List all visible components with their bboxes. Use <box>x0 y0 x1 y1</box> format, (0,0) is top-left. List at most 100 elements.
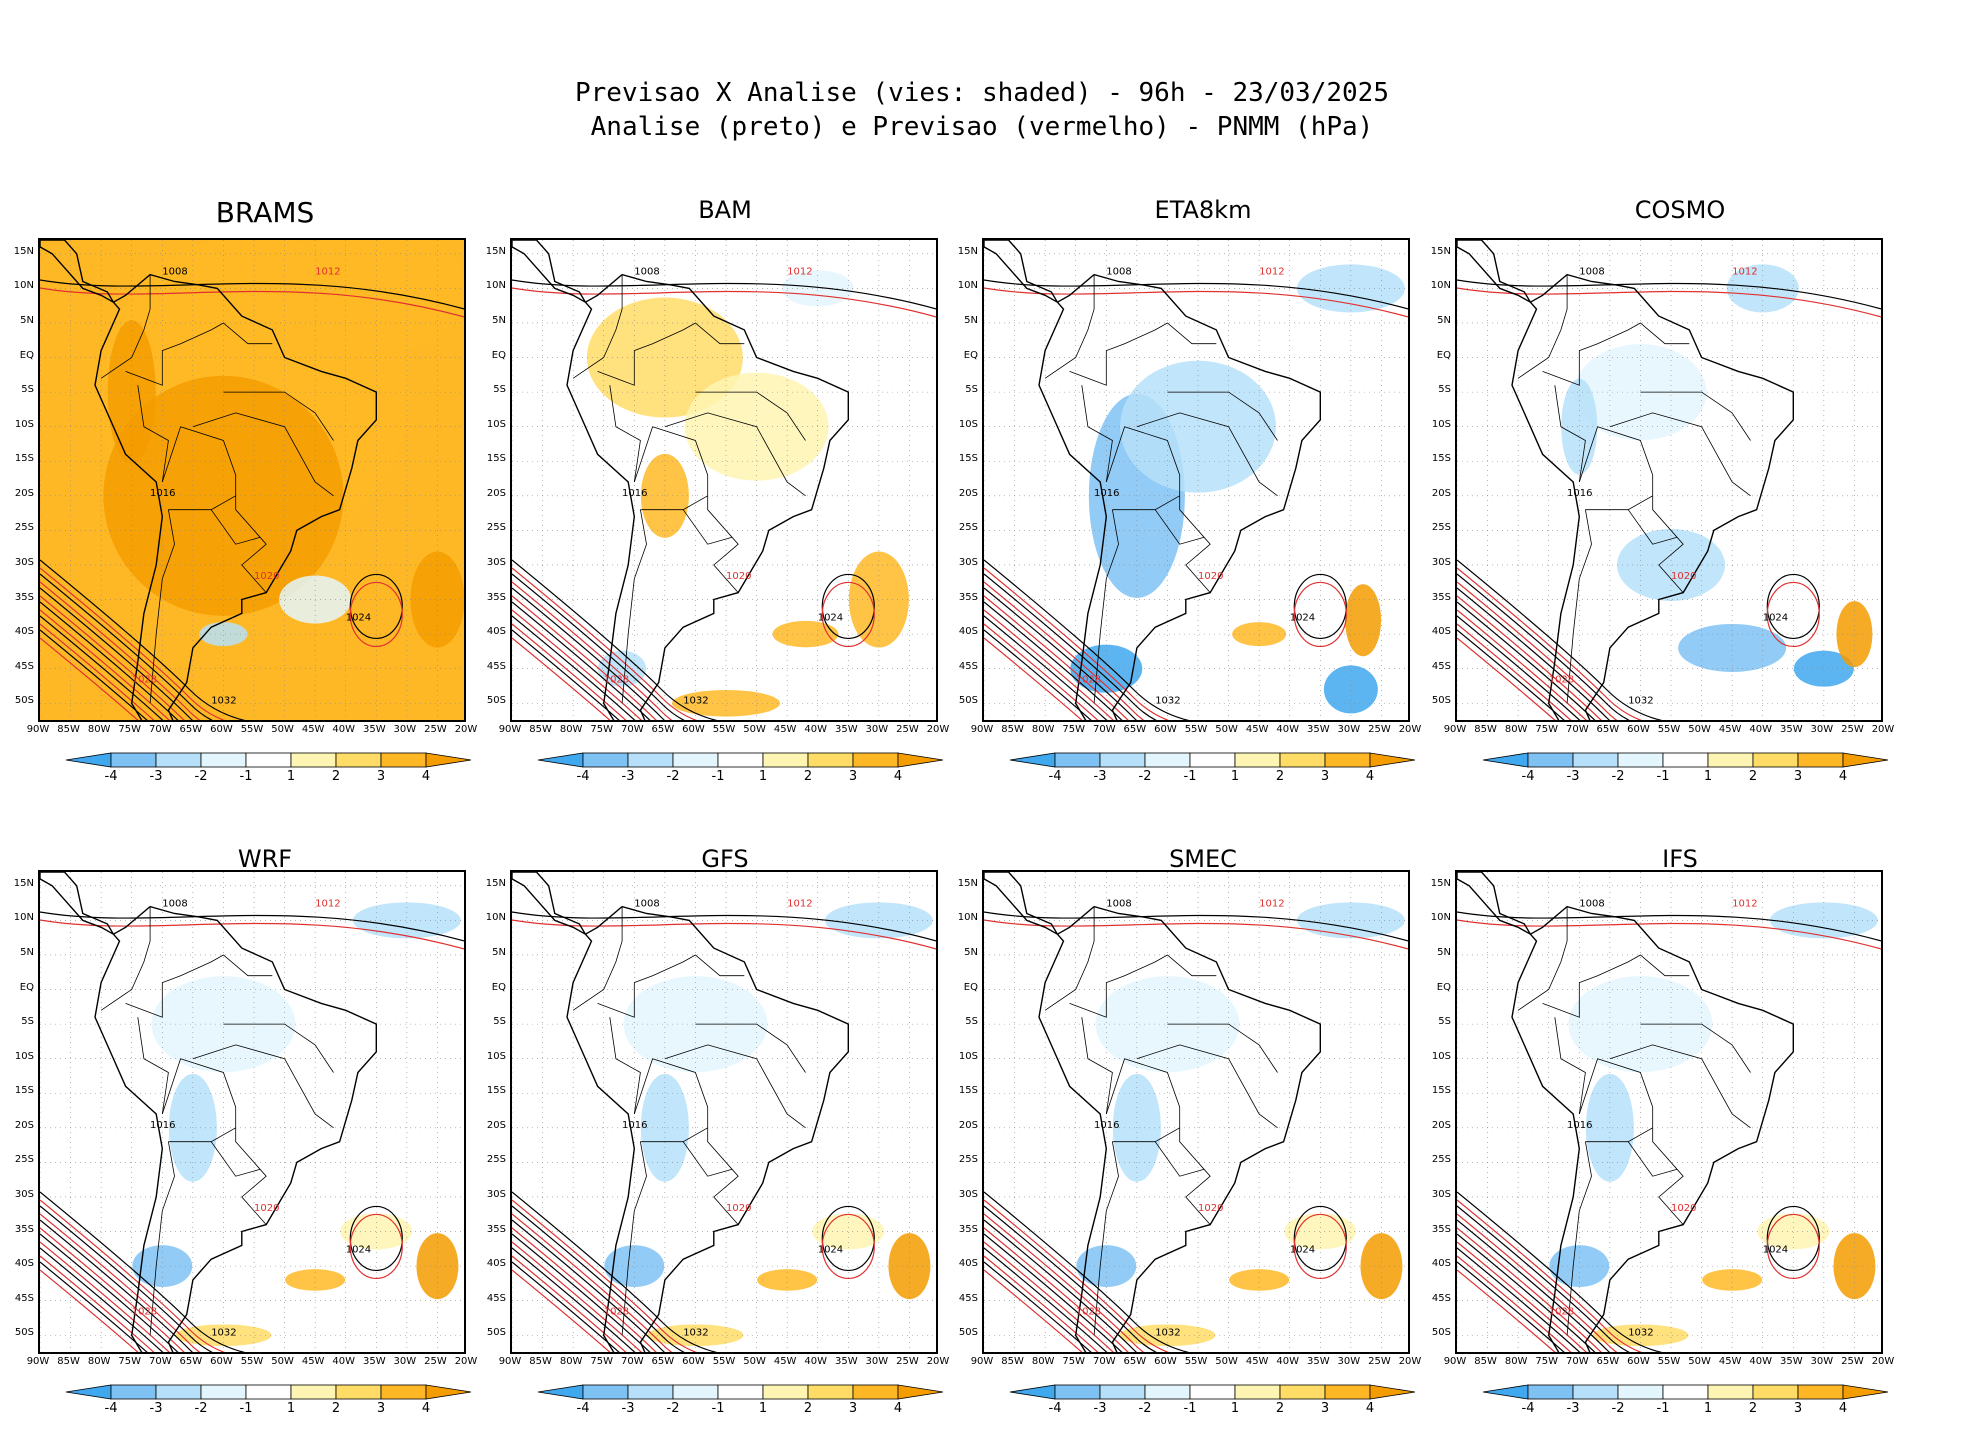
isobar-label: 1032 <box>683 1327 708 1338</box>
lon-tick-label: 35W <box>1779 1356 1803 1367</box>
forecast-isobar <box>984 637 1083 720</box>
lon-tick-label: 25W <box>1368 724 1391 735</box>
colorbar-label: 1 <box>1230 769 1240 784</box>
forecast-isobar <box>512 637 611 720</box>
isobar-label: 1012 <box>787 899 812 910</box>
map-svg: 1008 1012 1016 1020 1024 1028 1032 <box>40 872 464 1352</box>
colorbar-swatch <box>1797 752 1844 768</box>
lon-tick-label: 45W <box>773 724 797 735</box>
map-panel-bam: 1008 1012 1016 1020 1024 1028 1032 <box>510 238 938 722</box>
lat-tick-label: 45S <box>958 660 978 672</box>
colorbar-swatch <box>807 752 854 768</box>
analysis-isobar <box>512 573 685 720</box>
colorbar-swatch <box>537 1384 584 1400</box>
lat-tick-label: 20S <box>1431 1119 1451 1131</box>
lat-tick-label: 5S <box>21 384 34 396</box>
forecast-isobar <box>40 1241 170 1352</box>
isobar-label: 1028 <box>132 675 157 686</box>
lon-tick-label: 90W <box>498 1356 522 1367</box>
analysis-isobar <box>1457 1233 1596 1352</box>
lat-tick-label: 50S <box>486 695 506 707</box>
map-panel-gfs: 1008 1012 1016 1020 1024 1028 1032 <box>510 870 938 1354</box>
forecast-isobar <box>512 1241 642 1352</box>
bias-shade <box>410 551 464 648</box>
forecast-isobar <box>40 1199 226 1352</box>
analysis-isobar <box>984 587 1138 720</box>
isobar-label: 1012 <box>1259 899 1284 910</box>
country-border <box>1517 274 1568 379</box>
map-svg: 1008 1012 1016 1020 1024 1028 1032 <box>1457 872 1881 1352</box>
analysis-isobar <box>1457 1219 1611 1352</box>
lat-tick-label: 35S <box>958 1223 978 1235</box>
south-america-coastline <box>1038 273 1321 720</box>
lon-tick-label: 20W <box>926 724 950 735</box>
colorbar-label: 1 <box>286 769 296 784</box>
analysis-isobar <box>984 559 1190 720</box>
panel-title-smec: SMEC <box>1169 845 1237 873</box>
forecast-isobar <box>40 609 170 720</box>
colorbar-swatch <box>1279 1384 1326 1400</box>
lon-tick-label: 90W <box>498 724 522 735</box>
lon-tick-label: 35W <box>1779 724 1803 735</box>
lat-tick-label: 30S <box>958 1188 978 1200</box>
forecast-isobar <box>1457 637 1556 720</box>
colorbar-label: -3 <box>621 769 635 784</box>
lon-tick-label: 35W <box>1306 724 1330 735</box>
analysis-isobar <box>821 573 875 640</box>
lon-tick-label: 20W <box>454 724 478 735</box>
colorbar-label: -2 <box>666 769 680 784</box>
lat-tick-label: 30S <box>14 1188 34 1200</box>
south-america-coastline <box>566 273 849 720</box>
lon-tick-label: 65W <box>179 1356 203 1367</box>
lat-tick-label: 25S <box>486 522 506 534</box>
lat-tick-label: 50S <box>14 1327 34 1339</box>
map-svg: 1008 1012 1016 1020 1024 1028 1032 <box>512 240 936 720</box>
colorbar-label: 4 <box>1838 1401 1848 1416</box>
lon-tick-label: 75W <box>1535 724 1559 735</box>
colorbar-swatch <box>65 1384 112 1400</box>
lon-tick-label: 75W <box>1535 1356 1559 1367</box>
lat-tick-label: 5S <box>965 384 978 396</box>
lon-tick-label: 40W <box>804 724 828 735</box>
forecast-isobar <box>1457 919 1881 950</box>
country-border <box>572 274 623 379</box>
country-border <box>1136 1044 1278 1129</box>
lon-tick-label: 50W <box>1215 724 1238 735</box>
lat-tick-label: 5N <box>964 946 978 958</box>
lon-tick-label: 45W <box>773 1356 797 1367</box>
lon-tick-label: 35W <box>834 724 858 735</box>
lon-tick-label: 70W <box>1565 724 1589 735</box>
lon-tick-label: 40W <box>332 724 356 735</box>
lat-tick-label: 15S <box>486 1085 506 1097</box>
isobar-label: 1016 <box>1094 488 1119 499</box>
figure-title-line1: Previsao X Analise (vies: shaded) - 96h … <box>575 78 1389 108</box>
bias-shade <box>1120 360 1276 493</box>
lat-tick-label: 10S <box>14 418 34 430</box>
analysis-isobar <box>1457 911 1881 942</box>
colorbar-label: -4 <box>104 769 118 784</box>
isobar-label: 1024 <box>1763 1244 1788 1255</box>
analysis-isobar <box>984 1219 1138 1352</box>
colorbar-swatch <box>717 752 764 768</box>
country-border <box>633 1058 739 1225</box>
isobar-label: 1024 <box>1290 1244 1315 1255</box>
lon-tick-label: 35W <box>834 1356 858 1367</box>
lon-tick-label: 85W <box>1001 1356 1024 1367</box>
country-border <box>1112 495 1180 511</box>
analysis-isobar <box>984 911 1408 942</box>
forecast-isobar <box>984 1213 1145 1352</box>
country-border <box>168 1127 236 1143</box>
country-border <box>1554 385 1586 483</box>
analysis-isobar <box>1457 1205 1630 1352</box>
analysis-isobar <box>1457 1247 1581 1352</box>
colorbar-swatch <box>245 1384 292 1400</box>
lat-tick-label: 20S <box>958 1119 978 1131</box>
colorbar-swatch <box>1099 752 1146 768</box>
colorbar-swatch <box>1572 1384 1619 1400</box>
country-border <box>695 1023 806 1073</box>
colorbar-label: 4 <box>1838 769 1848 784</box>
forecast-isobar <box>1457 1269 1556 1352</box>
colorbar-label: -1 <box>1183 769 1197 784</box>
lat-tick-label: 35S <box>14 1223 34 1235</box>
forecast-isobar <box>512 1255 627 1352</box>
